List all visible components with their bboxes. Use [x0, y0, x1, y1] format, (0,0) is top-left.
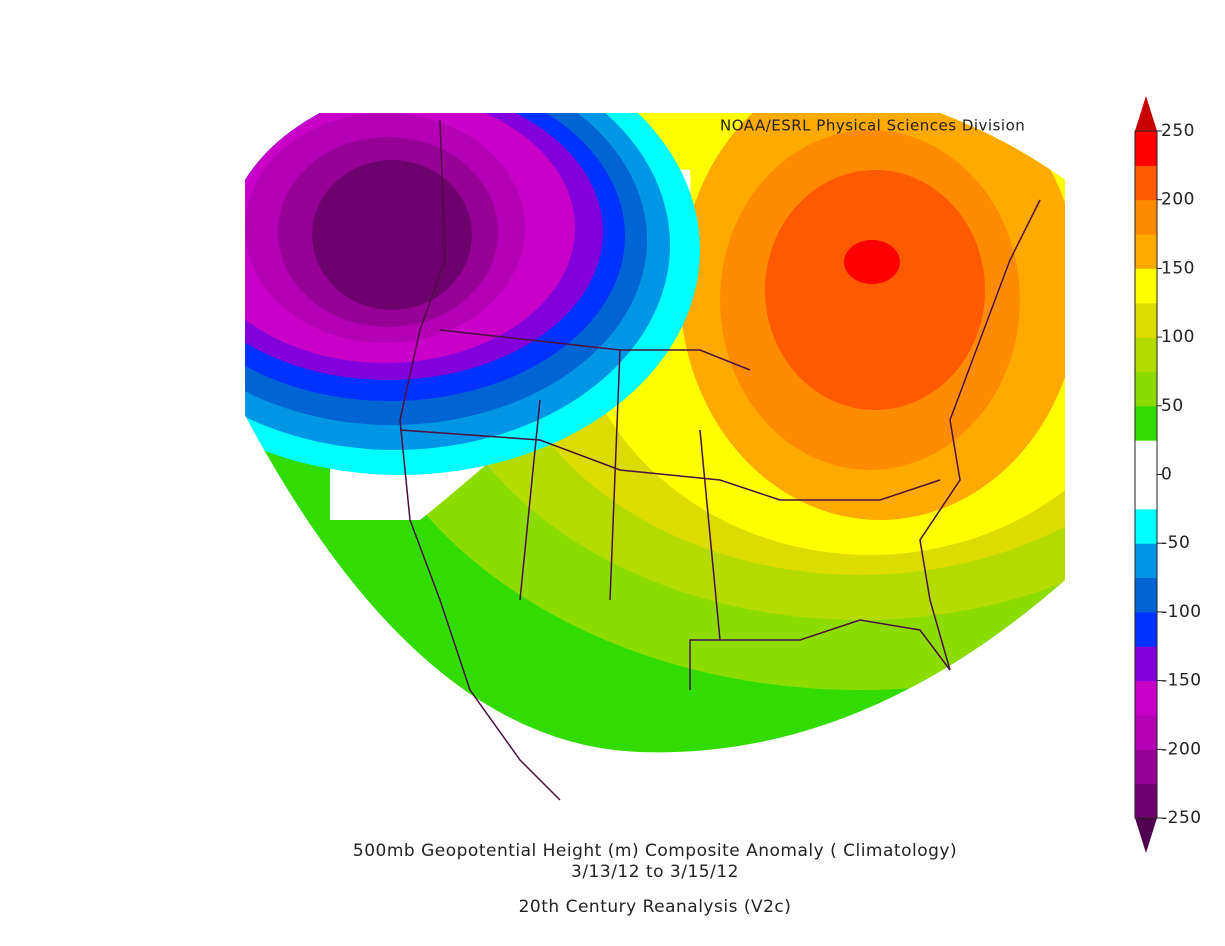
colorbar-band: [1135, 714, 1157, 750]
colorbar-over: [1135, 96, 1157, 131]
coastline: [399, 119, 1041, 801]
colorbar-label: 150: [1161, 258, 1195, 278]
colorbar-band: [1135, 371, 1157, 407]
colorbar-band: [1135, 440, 1157, 475]
colorbar-label: 100: [1161, 327, 1195, 347]
colorbar-band: [1135, 268, 1157, 304]
field-band: [765, 170, 985, 410]
colorbar-label: 50: [1161, 396, 1184, 416]
title: 3/13/12 to 3/15/12: [571, 862, 739, 882]
colorbar-band: [1135, 543, 1157, 579]
anomaly-field: [245, 113, 1065, 753]
colorbar-label: -150: [1161, 671, 1202, 691]
colorbar-label: -250: [1161, 808, 1202, 828]
colorbar-label: 250: [1161, 121, 1195, 141]
colorbar-band: [1135, 199, 1157, 235]
title: 500mb Geopotential Height (m) Composite …: [353, 841, 957, 861]
colorbar-band: [1135, 783, 1157, 819]
field-band: [844, 240, 900, 284]
colorbar-label: -50: [1161, 533, 1190, 553]
colorbar-band: [1135, 680, 1157, 716]
colorbar-band: [1135, 405, 1157, 441]
colorbar-band: [1135, 337, 1157, 372]
colorbar-band: [1135, 474, 1157, 510]
colorbar-band: [1135, 577, 1157, 613]
field-band: [312, 160, 472, 310]
colorbar-band: [1135, 611, 1157, 647]
colorbar-label: 200: [1161, 190, 1195, 210]
colorbar-label: -200: [1161, 739, 1202, 759]
colorbar-band: [1135, 749, 1157, 785]
colorbar-band: [1135, 508, 1157, 544]
colorbar-label: -100: [1161, 602, 1202, 622]
credit: NOAA/ESRL Physical Sciences Division: [720, 117, 1025, 135]
colorbar-band: [1135, 302, 1157, 338]
colorbar-band: [1135, 131, 1157, 166]
colorbar: -250 -200 -150 -100 -50 0 50 100 150 200 250: [1134, 96, 1202, 853]
borders: [399, 349, 941, 641]
subtitle: 20th Century Reanalysis (V2c): [519, 897, 792, 917]
colorbar-band: [1135, 646, 1157, 682]
colorbar-band: [1135, 165, 1157, 201]
colorbar-label: 0: [1161, 465, 1172, 485]
colorbar-band: [1135, 234, 1157, 269]
colorbar-under: [1135, 818, 1157, 853]
coastlines: [399, 119, 1041, 801]
